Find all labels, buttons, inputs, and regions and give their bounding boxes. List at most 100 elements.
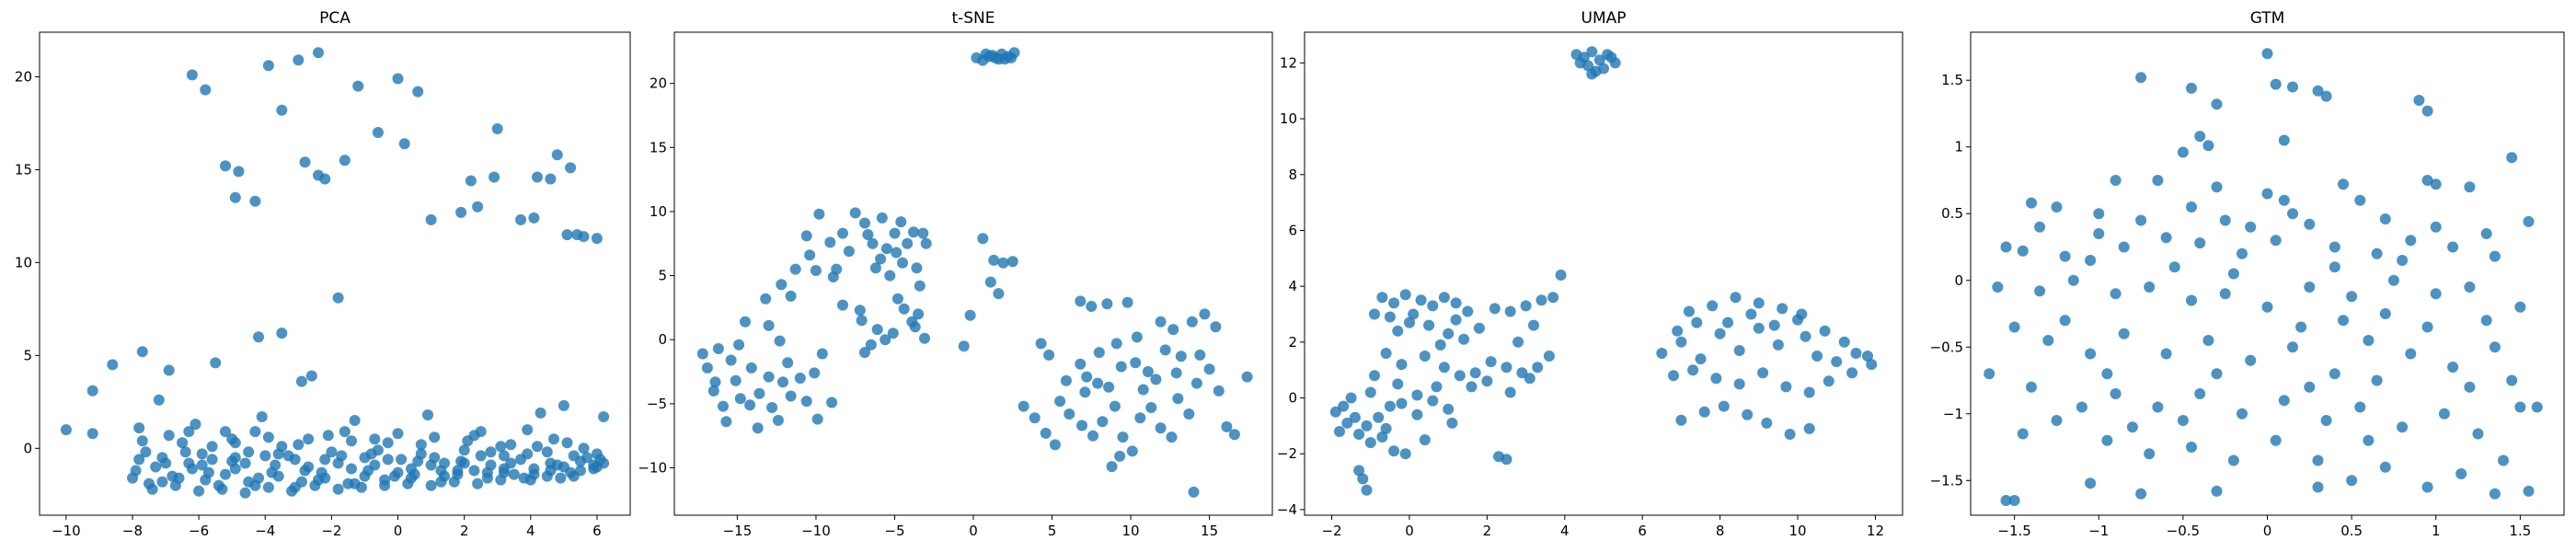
pca-point <box>193 485 205 497</box>
x-tick-label: 1.5 <box>2509 523 2531 539</box>
gtm-point <box>2421 105 2433 117</box>
pca-point <box>574 465 586 477</box>
umap-point <box>1691 316 1703 328</box>
umap-point <box>1516 367 1528 379</box>
gtm-point <box>2447 241 2459 253</box>
umap-point <box>1780 381 1792 393</box>
umap-point <box>1466 381 1478 393</box>
tsne-point <box>1076 420 1087 431</box>
umap-point <box>1345 392 1357 404</box>
gtm-point <box>2329 261 2340 273</box>
y-tick-label: 0 <box>1954 272 1963 289</box>
umap-point <box>1396 359 1408 371</box>
x-tick-label: −4 <box>255 523 275 539</box>
pca-point <box>127 472 138 484</box>
tsne-point <box>813 208 825 220</box>
gtm-point <box>2464 282 2476 293</box>
x-tick-label: −6 <box>189 523 209 539</box>
tsne-point <box>1142 366 1154 377</box>
tsne-point <box>763 319 775 331</box>
pca-point <box>598 457 610 469</box>
pca-point <box>136 435 148 447</box>
gtm-point <box>2085 255 2097 266</box>
tsne-point <box>766 402 778 413</box>
tsne-point <box>1166 431 1178 443</box>
pca-point <box>565 162 577 174</box>
gtm-point <box>2430 288 2442 300</box>
umap-point <box>1803 386 1815 398</box>
pca-point <box>481 466 493 478</box>
pca-point <box>262 60 274 72</box>
umap-point <box>1761 417 1773 429</box>
pca-point <box>249 195 261 207</box>
umap-point <box>1850 348 1862 359</box>
tsne-point <box>876 212 888 224</box>
gtm-x-axis: −1.5 −1 −0.5 0 0.5 1 1.5 <box>1997 515 2531 539</box>
pca-point <box>568 450 580 462</box>
umap-point <box>1823 375 1834 387</box>
pca-point <box>200 84 212 96</box>
pca-point <box>293 54 305 66</box>
gtm-point <box>2261 301 2273 313</box>
x-tick-label: 0 <box>394 523 403 539</box>
pca-point <box>508 468 520 480</box>
gtm-point <box>2304 381 2316 393</box>
gtm-point <box>2093 208 2105 220</box>
pca-point <box>220 160 231 172</box>
pca-point <box>210 357 222 369</box>
gtm-point <box>2379 213 2391 224</box>
tsne-point <box>1115 361 1127 373</box>
tsne-point <box>1210 321 1222 333</box>
x-tick-label: 12 <box>1867 523 1884 539</box>
tsne-point <box>816 348 828 360</box>
pca-point <box>422 409 433 420</box>
gtm-point <box>2245 221 2257 233</box>
pca-point <box>355 481 367 493</box>
tsne-point <box>740 316 751 328</box>
tsne-point <box>1006 256 1018 268</box>
pca-point <box>591 233 603 245</box>
tsne-point <box>777 376 788 388</box>
tsne-point <box>789 263 801 275</box>
pca-point <box>259 450 271 462</box>
umap-point <box>1369 308 1380 320</box>
tsne-point <box>895 216 907 228</box>
gtm-point <box>2135 214 2147 226</box>
umap-point <box>1415 294 1427 306</box>
x-tick-label: 8 <box>1716 523 1725 539</box>
pca-point <box>133 422 145 434</box>
umap-point <box>1846 367 1858 379</box>
pca-point <box>346 463 357 475</box>
tsne-point <box>718 400 729 412</box>
gtm-point <box>2261 188 2273 200</box>
umap-point <box>1555 270 1567 281</box>
umap-point <box>1532 362 1544 374</box>
gtm-point <box>2017 245 2029 257</box>
pca-point <box>518 472 530 484</box>
pca-point <box>412 455 424 467</box>
tsne-point <box>837 227 848 239</box>
tsne-point <box>1188 486 1200 498</box>
y-tick-label: 0 <box>1288 390 1297 407</box>
gtm-point <box>2287 81 2298 93</box>
gtm-point <box>2346 475 2358 487</box>
pca-point <box>229 437 241 449</box>
tsne-point <box>875 253 887 265</box>
pca-point <box>349 415 361 426</box>
gtm-point <box>2160 348 2172 360</box>
pca-point <box>561 229 573 241</box>
x-tick-label: −15 <box>723 523 753 539</box>
umap-point <box>1772 339 1784 351</box>
umap-point <box>1605 52 1617 63</box>
tsne-point <box>1029 412 1041 424</box>
pca-point <box>578 443 590 454</box>
pca-point <box>177 437 189 449</box>
tsne-point <box>997 257 1009 269</box>
tsne-point <box>1064 408 1075 420</box>
umap-point <box>1392 325 1404 337</box>
tsne-point <box>776 279 788 291</box>
umap-point <box>1528 319 1539 331</box>
umap-point <box>1399 289 1411 301</box>
pca-point <box>190 419 201 431</box>
tsne-point <box>696 348 708 360</box>
